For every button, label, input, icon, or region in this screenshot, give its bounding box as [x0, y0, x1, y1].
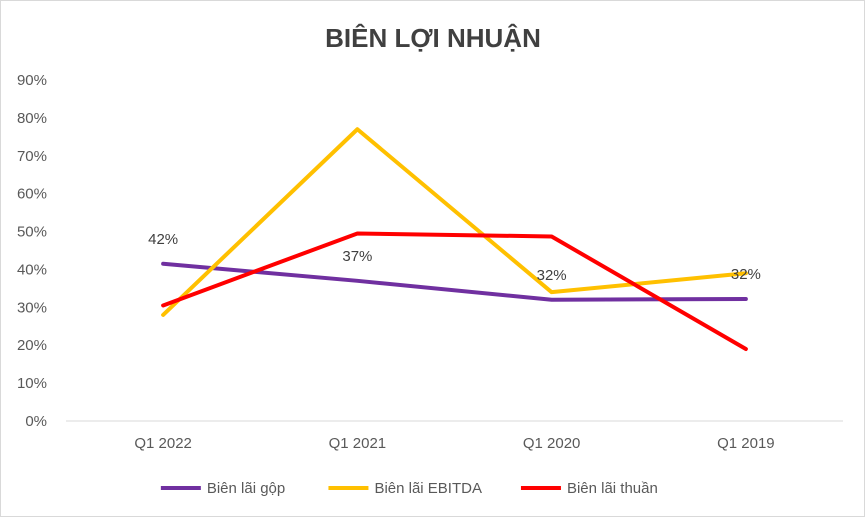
- x-tick-label: Q1 2020: [523, 435, 581, 452]
- y-tick-label: 0%: [25, 413, 47, 430]
- chart-title: BIÊN LỢI NHUẬN: [325, 23, 541, 53]
- data-label: 42%: [148, 231, 178, 248]
- y-tick-label: 20%: [17, 337, 47, 354]
- series-line-2: [161, 127, 748, 317]
- series-lines: [161, 127, 748, 352]
- legend-label: Biên lãi gộp: [207, 480, 285, 497]
- y-tick-label: 60%: [17, 186, 47, 203]
- y-tick-label: 80%: [17, 110, 47, 127]
- y-tick-label: 10%: [17, 375, 47, 392]
- x-tick-label: Q1 2021: [329, 435, 387, 452]
- data-label: 32%: [731, 266, 761, 283]
- x-axis: Q1 2022 Q1 2021 Q1 2020 Q1 2019: [134, 435, 774, 452]
- data-labels: 42% 37% 32% 32%: [148, 231, 761, 284]
- y-tick-label: 30%: [17, 299, 47, 316]
- data-label: 32%: [537, 267, 567, 284]
- y-tick-label: 40%: [17, 261, 47, 278]
- x-tick-label: Q1 2022: [134, 435, 192, 452]
- legend-label: Biên lãi EBITDA: [374, 480, 482, 497]
- y-tick-label: 50%: [17, 224, 47, 241]
- y-tick-label: 70%: [17, 148, 47, 165]
- legend: Biên lãi gộp Biên lãi EBITDA Biên lãi thuầ…: [160, 480, 658, 497]
- y-tick-label: 90%: [17, 72, 47, 89]
- x-tick-label: Q1 2019: [717, 435, 775, 452]
- legend-label: Biên lãi thuần: [567, 480, 658, 497]
- series-line-3: [161, 231, 748, 352]
- series-line-1: [161, 261, 748, 302]
- y-axis: 0% 10% 20% 30% 40% 50% 60% 70% 80% 90%: [17, 72, 47, 430]
- data-label: 37%: [342, 248, 372, 265]
